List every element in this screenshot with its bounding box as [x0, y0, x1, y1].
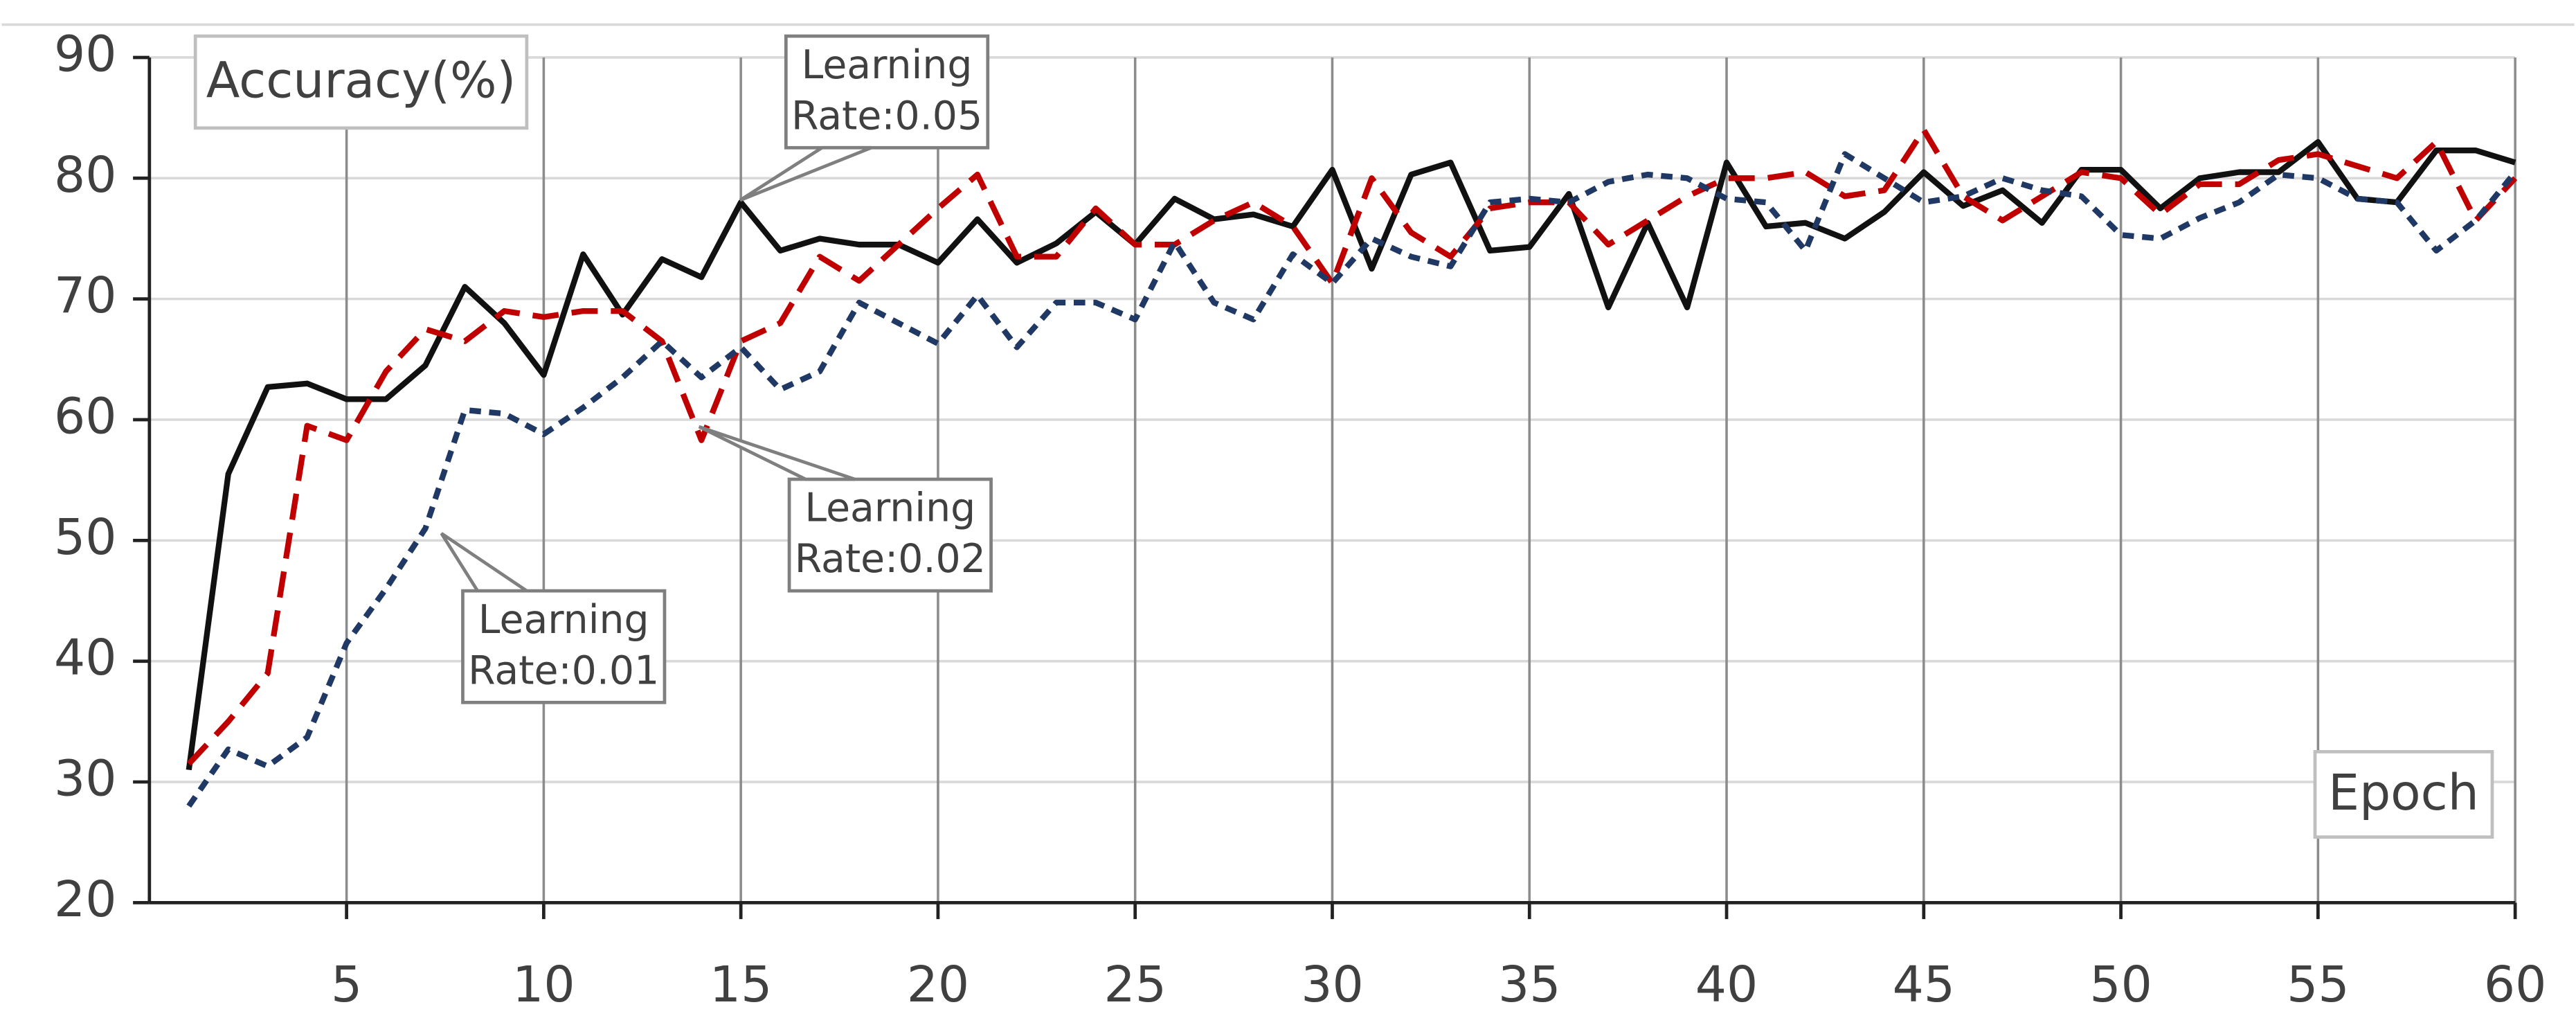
callout-box [461, 589, 667, 704]
y-tick-label: 70 [54, 267, 116, 324]
callout-box [787, 477, 993, 593]
y-tick-label: 90 [54, 25, 116, 82]
x-tick-label: 5 [331, 956, 362, 1013]
callout-label: Learning [802, 42, 973, 88]
callout-pointer [698, 425, 856, 481]
x-tick-label: 55 [2287, 956, 2349, 1013]
axis-label: Accuracy(%) [206, 51, 516, 109]
y-tick-label: 40 [54, 629, 116, 686]
y-tick-label: 30 [54, 750, 116, 808]
x-tick-label: 15 [710, 956, 772, 1013]
y-tick-label: 60 [54, 388, 116, 445]
x-tick-label: 60 [2484, 956, 2546, 1013]
line-series [186, 127, 2518, 766]
x-tick-label: 20 [907, 956, 969, 1013]
x-tick-label: 50 [2089, 956, 2152, 1013]
callout-pointer [739, 145, 872, 202]
line-series [186, 151, 2518, 808]
y-tick-label: 80 [54, 146, 116, 204]
label-box [2313, 750, 2494, 839]
callout-label: Rate:0.01 [468, 648, 659, 693]
callout-label: Rate:0.05 [791, 93, 982, 139]
callout-label: Learning [478, 597, 649, 643]
label-box [193, 34, 529, 130]
x-tick-label: 30 [1301, 956, 1363, 1013]
callout-label: Rate:0.02 [795, 536, 986, 582]
callout-box [784, 34, 990, 150]
y-tick-label: 20 [54, 871, 116, 928]
axis-label: Epoch [2328, 764, 2479, 821]
callout-label: Learning [804, 485, 975, 531]
x-tick-label: 35 [1498, 956, 1560, 1013]
callout-pointer [440, 532, 532, 593]
x-tick-label: 10 [512, 956, 575, 1013]
x-tick-label: 25 [1104, 956, 1166, 1013]
x-tick-label: 45 [1893, 956, 1955, 1013]
line-series [186, 139, 2516, 771]
x-tick-label: 40 [1695, 956, 1758, 1013]
y-tick-label: 50 [54, 508, 116, 566]
